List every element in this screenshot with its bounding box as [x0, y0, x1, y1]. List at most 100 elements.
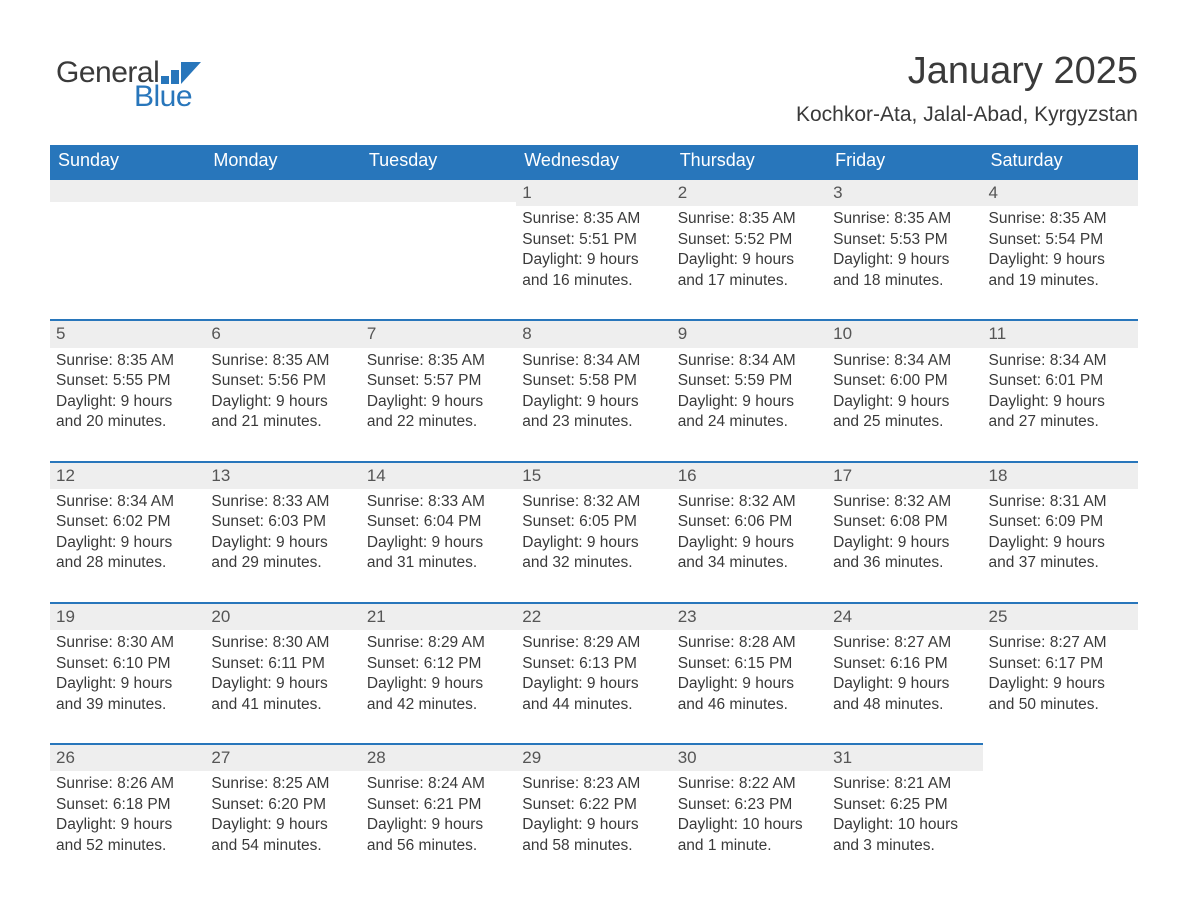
- daylight-text: Daylight: 9 hours and 54 minutes.: [211, 815, 354, 856]
- empty-day-band: [361, 178, 516, 202]
- sunset-text: Sunset: 6:02 PM: [56, 512, 199, 532]
- sunrise-text: Sunrise: 8:35 AM: [989, 209, 1132, 229]
- empty-day-band: [205, 178, 360, 202]
- sunset-text: Sunset: 6:01 PM: [989, 371, 1132, 391]
- sunset-text: Sunset: 5:57 PM: [367, 371, 510, 391]
- day-cell: 2Sunrise: 8:35 AMSunset: 5:52 PMDaylight…: [672, 177, 827, 319]
- daylight-text: Daylight: 9 hours and 17 minutes.: [678, 250, 821, 291]
- daylight-text: Daylight: 9 hours and 39 minutes.: [56, 674, 199, 715]
- daylight-text: Daylight: 9 hours and 58 minutes.: [522, 815, 665, 856]
- sunset-text: Sunset: 6:09 PM: [989, 512, 1132, 532]
- day-cell: 8Sunrise: 8:34 AMSunset: 5:58 PMDaylight…: [516, 319, 671, 460]
- sunrise-text: Sunrise: 8:35 AM: [678, 209, 821, 229]
- day-header: Thursday: [672, 145, 827, 177]
- day-number: 28: [361, 743, 516, 771]
- day-number: 11: [983, 319, 1138, 347]
- day-cell: 15Sunrise: 8:32 AMSunset: 6:05 PMDayligh…: [516, 461, 671, 602]
- day-number: 2: [672, 178, 827, 206]
- day-number: 25: [983, 602, 1138, 630]
- sunrise-text: Sunrise: 8:35 AM: [522, 209, 665, 229]
- day-cell: 6Sunrise: 8:35 AMSunset: 5:56 PMDaylight…: [205, 319, 360, 460]
- day-number: 27: [205, 743, 360, 771]
- logo: General Blue: [56, 58, 201, 112]
- day-number: 22: [516, 602, 671, 630]
- header: January 2025 Kochkor-Ata, Jalal-Abad, Ky…: [50, 50, 1138, 127]
- day-cell: 22 Sunrise: 8:29 AMSunset: 6:13 PMDayligh…: [516, 602, 671, 743]
- sunrise-text: Sunrise: 8:33 AM: [367, 492, 510, 512]
- day-number: 30: [672, 743, 827, 771]
- day-cell: 19Sunrise: 8:30 AMSunset: 6:10 PMDayligh…: [50, 602, 205, 743]
- sunset-text: Sunset: 6:16 PM: [833, 654, 976, 674]
- daylight-text: Daylight: 9 hours and 22 minutes.: [367, 392, 510, 433]
- daylight-text: Daylight: 9 hours and 34 minutes.: [678, 533, 821, 574]
- daylight-text: Daylight: 9 hours and 52 minutes.: [56, 815, 199, 856]
- sunrise-text: Sunrise: 8:29 AM: [522, 633, 665, 653]
- sunrise-text: Sunrise: 8:30 AM: [211, 633, 354, 653]
- sunrise-text: Sunrise: 8:21 AM: [833, 774, 976, 794]
- day-number: 29: [516, 743, 671, 771]
- daylight-text: Daylight: 10 hours and 1 minute.: [678, 815, 821, 856]
- sunrise-text: Sunrise: 8:34 AM: [833, 351, 976, 371]
- day-cell: 24Sunrise: 8:27 AMSunset: 6:16 PMDayligh…: [827, 602, 982, 743]
- day-cell: 29Sunrise: 8:23 AMSunset: 6:22 PMDayligh…: [516, 743, 671, 866]
- daylight-text: Daylight: 9 hours and 16 minutes.: [522, 250, 665, 291]
- sunrise-text: Sunrise: 8:35 AM: [367, 351, 510, 371]
- day-number: 4: [983, 178, 1138, 206]
- sunset-text: Sunset: 6:03 PM: [211, 512, 354, 532]
- day-cell: 13Sunrise: 8:33 AMSunset: 6:03 PMDayligh…: [205, 461, 360, 602]
- sunset-text: Sunset: 6:22 PM: [522, 795, 665, 815]
- sunset-text: Sunset: 6:25 PM: [833, 795, 976, 815]
- sunset-text: Sunset: 6:17 PM: [989, 654, 1132, 674]
- sunset-text: Sunset: 6:06 PM: [678, 512, 821, 532]
- daylight-text: Daylight: 9 hours and 44 minutes.: [522, 674, 665, 715]
- day-number: 24: [827, 602, 982, 630]
- sunrise-text: Sunrise: 8:27 AM: [989, 633, 1132, 653]
- day-header: Friday: [827, 145, 982, 177]
- day-number: 7: [361, 319, 516, 347]
- daylight-text: Daylight: 10 hours and 3 minutes.: [833, 815, 976, 856]
- day-cell: 27Sunrise: 8:25 AMSunset: 6:20 PMDayligh…: [205, 743, 360, 866]
- sunset-text: Sunset: 6:11 PM: [211, 654, 354, 674]
- sunset-text: Sunset: 6:13 PM: [522, 654, 665, 674]
- day-cell: 14 Sunrise: 8:33 AMSunset: 6:04 PMDayligh…: [361, 461, 516, 602]
- day-header: Saturday: [983, 145, 1138, 177]
- sunset-text: Sunset: 5:56 PM: [211, 371, 354, 391]
- sunrise-text: Sunrise: 8:32 AM: [833, 492, 976, 512]
- sunset-text: Sunset: 6:04 PM: [367, 512, 510, 532]
- day-cell: 26Sunrise: 8:26 AMSunset: 6:18 PMDayligh…: [50, 743, 205, 866]
- day-cell: 1Sunrise: 8:35 AMSunset: 5:51 PMDaylight…: [516, 177, 671, 319]
- day-number: 5: [50, 319, 205, 347]
- week-row: 1Sunrise: 8:35 AMSunset: 5:51 PMDaylight…: [50, 177, 1138, 319]
- day-number: 21: [361, 602, 516, 630]
- calendar-body: 1Sunrise: 8:35 AMSunset: 5:51 PMDaylight…: [50, 177, 1138, 866]
- day-number: 31: [827, 743, 982, 771]
- sunrise-text: Sunrise: 8:34 AM: [989, 351, 1132, 371]
- sunrise-text: Sunrise: 8:30 AM: [56, 633, 199, 653]
- day-cell: 5Sunrise: 8:35 AMSunset: 5:55 PMDaylight…: [50, 319, 205, 460]
- day-number: 6: [205, 319, 360, 347]
- sunrise-text: Sunrise: 8:35 AM: [211, 351, 354, 371]
- sunrise-text: Sunrise: 8:34 AM: [522, 351, 665, 371]
- sunrise-text: Sunrise: 8:28 AM: [678, 633, 821, 653]
- sunset-text: Sunset: 6:15 PM: [678, 654, 821, 674]
- sunrise-text: Sunrise: 8:29 AM: [367, 633, 510, 653]
- sunset-text: Sunset: 6:18 PM: [56, 795, 199, 815]
- sunrise-text: Sunrise: 8:24 AM: [367, 774, 510, 794]
- day-number: 3: [827, 178, 982, 206]
- daylight-text: Daylight: 9 hours and 20 minutes.: [56, 392, 199, 433]
- day-header: Sunday: [50, 145, 205, 177]
- daylight-text: Daylight: 9 hours and 31 minutes.: [367, 533, 510, 574]
- day-number: 23: [672, 602, 827, 630]
- day-number: 14: [361, 461, 516, 489]
- sunset-text: Sunset: 6:08 PM: [833, 512, 976, 532]
- day-number: 18: [983, 461, 1138, 489]
- daylight-text: Daylight: 9 hours and 37 minutes.: [989, 533, 1132, 574]
- day-cell: 11Sunrise: 8:34 AMSunset: 6:01 PMDayligh…: [983, 319, 1138, 460]
- day-cell: 20Sunrise: 8:30 AMSunset: 6:11 PMDayligh…: [205, 602, 360, 743]
- day-cell: 10Sunrise: 8:34 AMSunset: 6:00 PMDayligh…: [827, 319, 982, 460]
- day-cell: [361, 177, 516, 319]
- empty-day-band: [50, 178, 205, 202]
- day-cell: 7 Sunrise: 8:35 AMSunset: 5:57 PMDaylight…: [361, 319, 516, 460]
- daylight-text: Daylight: 9 hours and 46 minutes.: [678, 674, 821, 715]
- daylight-text: Daylight: 9 hours and 41 minutes.: [211, 674, 354, 715]
